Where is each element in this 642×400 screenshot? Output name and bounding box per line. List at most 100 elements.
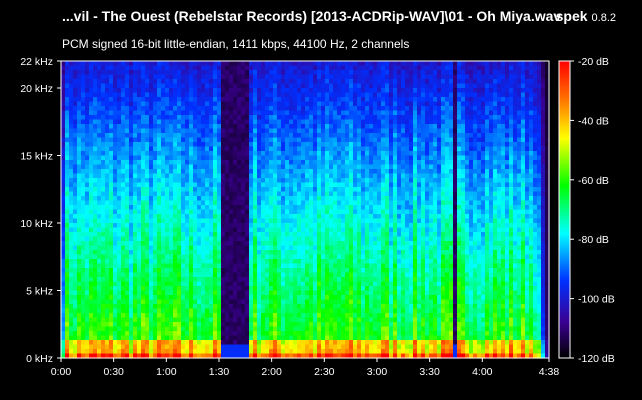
spectrogram-cell: [281, 128, 286, 134]
spectrogram-cell: [85, 160, 90, 166]
spectrogram-cell: [305, 115, 310, 121]
spectrogram-cell: [109, 187, 114, 193]
spectrogram-cell: [85, 263, 90, 269]
spectrogram-cell: [269, 245, 274, 251]
spectrogram-cell: [361, 88, 366, 94]
spectrogram-cell: [149, 331, 154, 337]
spectrogram-cell: [341, 61, 346, 67]
spectrogram-cell: [357, 286, 362, 292]
spectrogram-cell: [213, 65, 218, 71]
spectrogram-cell: [61, 191, 66, 197]
spectrogram-cell: [181, 209, 186, 215]
spectrogram-cell: [357, 70, 362, 76]
spectrogram-cell: [293, 178, 298, 184]
spectrogram-cell: [233, 245, 238, 251]
spectrogram-cell: [69, 227, 74, 233]
spectrogram-cell: [301, 326, 306, 332]
spectrogram-cell: [353, 128, 358, 134]
spectrogram-cell: [313, 308, 318, 314]
spectrogram-cell: [157, 326, 162, 332]
spectrogram-cell: [261, 245, 266, 251]
spectrogram-cell: [213, 223, 218, 229]
spectrogram-cell: [333, 61, 338, 67]
spectrogram-cell: [269, 227, 274, 233]
spectrogram-cell: [181, 299, 186, 305]
spectrogram-cell: [177, 110, 182, 116]
spectrogram-cell: [73, 349, 78, 355]
spectrogram-cell: [93, 335, 98, 341]
spectrogram-cell: [261, 196, 266, 202]
spectrogram-cell: [101, 101, 106, 107]
spectrogram-cell: [277, 353, 282, 359]
spectrogram-cell: [349, 151, 354, 157]
spectrogram-cell: [105, 133, 110, 139]
spectrogram-cell: [65, 263, 70, 269]
spectrogram-cell: [137, 286, 142, 292]
spectrogram-cell: [321, 119, 326, 125]
spectrogram-cell: [349, 119, 354, 125]
spectrogram-cell: [357, 236, 362, 242]
spectrogram-cell: [89, 259, 94, 265]
spectrogram-cell: [277, 119, 282, 125]
spectrogram-cell: [117, 268, 122, 274]
spectrogram-cell: [109, 92, 114, 98]
spectrogram-cell: [241, 295, 246, 301]
spectrogram-cell: [113, 322, 118, 328]
spectrogram-cell: [137, 335, 142, 341]
spectrogram-cell: [329, 304, 334, 310]
spectrogram-cell: [73, 70, 78, 76]
spectrogram-cell: [313, 223, 318, 229]
spectrogram-cell: [277, 232, 282, 238]
spectrogram-cell: [85, 164, 90, 170]
spectrogram-cell: [333, 164, 338, 170]
spectrogram-cell: [317, 263, 322, 269]
spectrogram-cell: [125, 196, 130, 202]
spectrogram-cell: [69, 97, 74, 103]
spectrogram-cell: [221, 331, 226, 337]
spectrogram-cell: [325, 146, 330, 152]
spectrogram-cell: [269, 223, 274, 229]
spectrogram-cell: [313, 164, 318, 170]
spectrogram-cell: [157, 335, 162, 341]
spectrogram-cell: [297, 209, 302, 215]
spectrogram-cell: [337, 142, 342, 148]
spectrogram-cell: [325, 313, 330, 319]
spectrogram-cell: [325, 335, 330, 341]
spectrogram-cell: [117, 331, 122, 337]
spectrogram-cell: [305, 272, 310, 278]
spectrogram-cell: [345, 191, 350, 197]
spectrogram-cell: [157, 281, 162, 287]
spectrogram-cell: [285, 191, 290, 197]
spectrogram-cell: [177, 128, 182, 134]
spectrogram-cell: [101, 178, 106, 184]
spectrogram-cell: [261, 164, 266, 170]
spectrogram-cell: [177, 326, 182, 332]
spectrogram-cell: [145, 169, 150, 175]
spectrogram-cell: [249, 313, 254, 319]
spectrogram-cell: [197, 155, 202, 161]
spectrogram-cell: [257, 335, 262, 341]
spectrogram-cell: [81, 124, 86, 130]
spectrogram-cell: [145, 115, 150, 121]
spectrogram-cell: [193, 92, 198, 98]
spectrogram-cell: [205, 326, 210, 332]
spectrogram-cell: [73, 182, 78, 188]
spectrogram-cell: [189, 178, 194, 184]
spectrogram-cell: [61, 205, 66, 211]
spectrogram-cell: [77, 349, 82, 355]
spectrogram-cell: [285, 106, 290, 112]
spectrogram-cell: [189, 277, 194, 283]
spectrogram-cell: [209, 160, 214, 166]
spectrogram-cell: [313, 65, 318, 71]
spectrogram-cell: [189, 106, 194, 112]
spectrogram-cell: [81, 232, 86, 238]
spectrogram-cell: [93, 290, 98, 296]
spectrogram-cell: [293, 227, 298, 233]
spectrogram-cell: [181, 92, 186, 98]
spectrogram-cell: [337, 137, 342, 143]
spectrogram-cell: [149, 268, 154, 274]
spectrogram-cell: [341, 331, 346, 337]
spectrogram-cell: [301, 335, 306, 341]
spectrogram-cell: [345, 263, 350, 269]
spectrogram-cell: [213, 236, 218, 242]
